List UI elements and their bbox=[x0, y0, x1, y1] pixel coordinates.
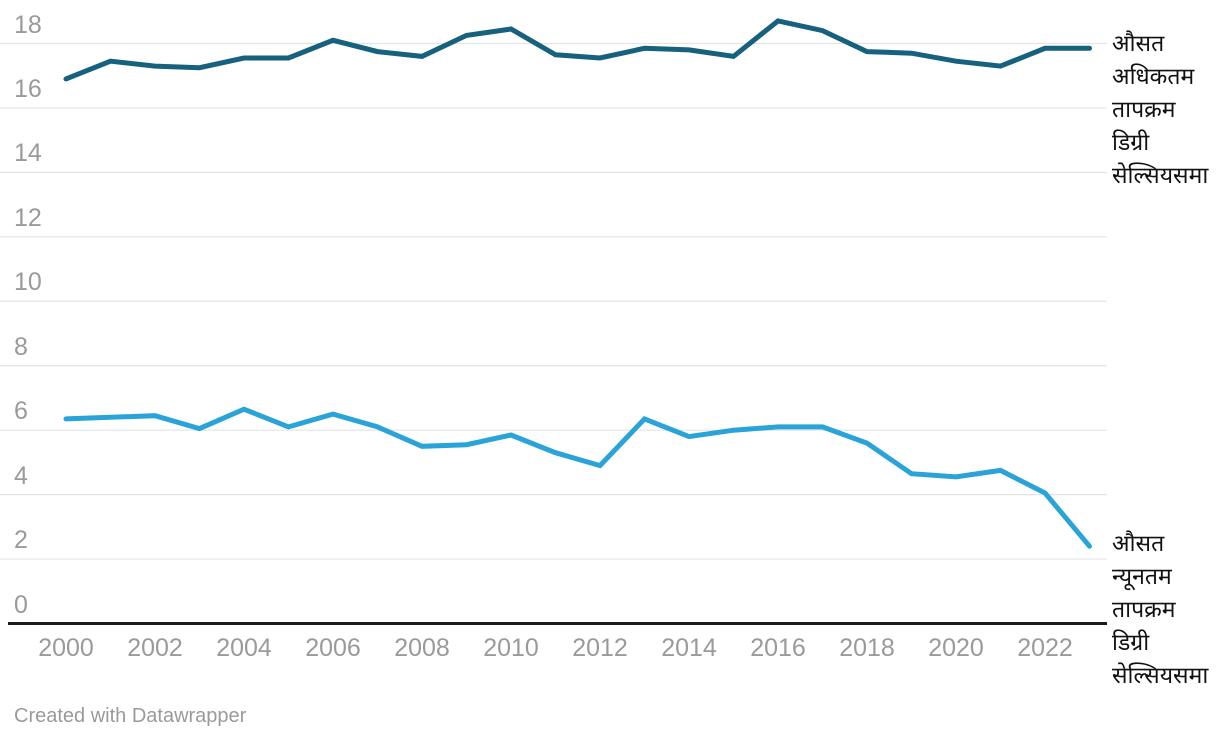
series-label-line: डिग्री bbox=[1112, 629, 1150, 655]
series-line-min bbox=[63, 406, 1092, 549]
series-label-line: अधिकतम bbox=[1112, 63, 1195, 89]
x-tick-label: 2008 bbox=[394, 634, 450, 662]
x-tick-label: 2010 bbox=[483, 634, 539, 662]
x-tick-label: 2002 bbox=[127, 634, 183, 662]
y-tick-label: 14 bbox=[14, 139, 42, 168]
series-label-line: तापक्रम bbox=[1112, 596, 1176, 622]
y-tick-label: 0 bbox=[14, 590, 28, 619]
x-tick-label: 2000 bbox=[38, 634, 94, 662]
x-tick-label: 2016 bbox=[750, 634, 806, 662]
y-tick-label: 4 bbox=[14, 461, 28, 490]
x-tick-label: 2006 bbox=[305, 634, 361, 662]
y-tick-label: 16 bbox=[14, 74, 42, 103]
y-tick-label: 12 bbox=[14, 203, 42, 232]
attribution-text: Created with Datawrapper bbox=[14, 705, 247, 727]
x-tick-label: 2012 bbox=[572, 634, 628, 662]
y-tick-label: 10 bbox=[14, 268, 42, 297]
series-label-line: औसत bbox=[1112, 530, 1165, 556]
y-tick-label: 6 bbox=[14, 397, 28, 426]
series-label-line: डिग्री bbox=[1112, 129, 1150, 155]
series-label-line: सेल्सियसमा bbox=[1112, 162, 1209, 188]
y-tick-label: 2 bbox=[14, 526, 28, 555]
x-tick-label: 2014 bbox=[661, 634, 717, 662]
x-tick-label: 2004 bbox=[216, 634, 272, 662]
x-tick-label: 2018 bbox=[839, 634, 895, 662]
series-label-line: तापक्रम bbox=[1112, 96, 1176, 122]
series-label-line: औसत bbox=[1112, 30, 1165, 56]
y-tick-label: 8 bbox=[14, 332, 28, 361]
series-label-min-temp: औसत न्यूनतम तापक्रम डिग्री सेल्सियसमा bbox=[1112, 527, 1220, 692]
x-tick-label: 2020 bbox=[928, 634, 984, 662]
x-tick-label: 2022 bbox=[1017, 634, 1073, 662]
series-label-max-temp: औसत अधिकतम तापक्रम डिग्री सेल्सियसमा bbox=[1112, 27, 1220, 192]
series-label-line: न्यूनतम bbox=[1112, 563, 1172, 589]
y-tick-label: 18 bbox=[14, 10, 42, 39]
series-label-line: सेल्सियसमा bbox=[1112, 662, 1209, 688]
series-line-max bbox=[63, 18, 1092, 82]
